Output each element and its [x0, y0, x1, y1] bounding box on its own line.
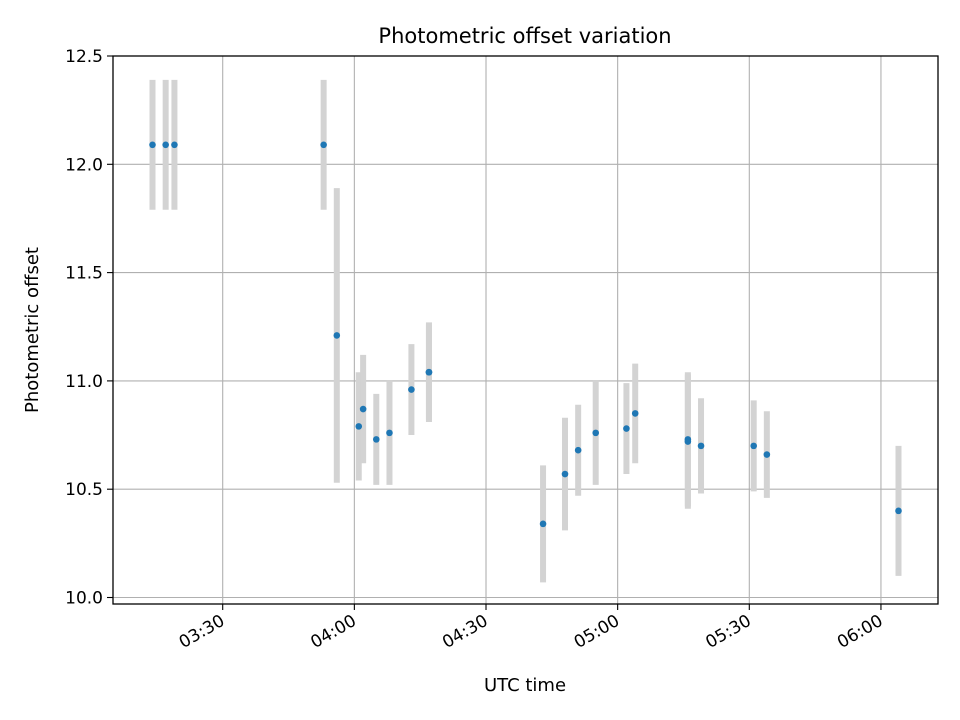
data-point	[539, 520, 547, 528]
y-axis-ticks: 10.0 10.5 11.0 11.5 12.0 12.5	[65, 47, 113, 609]
data-point	[372, 436, 380, 443]
data-point	[355, 423, 363, 430]
data-point	[408, 386, 415, 393]
y-tick-label: 11.0	[65, 372, 103, 392]
data-points	[149, 141, 902, 528]
y-tick-label: 10.0	[65, 589, 103, 609]
plot-frame	[112, 55, 939, 605]
data-point	[574, 446, 582, 454]
y-axis-label: Photometric offset	[22, 247, 43, 413]
x-tick-label: 05:00	[571, 611, 623, 653]
data-point	[697, 442, 705, 450]
data-point	[623, 425, 630, 432]
y-tick-label: 12.5	[65, 47, 103, 67]
data-point	[320, 141, 327, 149]
data-point	[149, 141, 156, 149]
data-point	[750, 442, 757, 450]
data-point	[359, 405, 367, 413]
data-point	[386, 429, 393, 437]
grid-lines	[113, 55, 938, 604]
data-point	[333, 332, 341, 339]
x-tick-label: 05:30	[702, 611, 754, 653]
x-tick-label: 03:30	[176, 611, 228, 653]
data-point	[684, 438, 692, 445]
error-bars	[149, 79, 902, 583]
data-point	[561, 470, 569, 478]
y-tick-label: 10.5	[65, 480, 103, 500]
data-point	[171, 141, 178, 149]
data-point	[162, 141, 169, 149]
data-point	[763, 451, 771, 458]
x-axis-ticks: 03:30 04:00 04:30 05:00 05:30 06:00	[176, 604, 886, 653]
y-tick-label: 12.0	[65, 155, 103, 175]
x-axis-label: UTC time	[484, 675, 566, 696]
x-tick-label: 06:00	[834, 611, 886, 653]
data-point	[425, 368, 433, 376]
data-point	[592, 429, 600, 437]
chart-title: Photometric offset variation	[378, 24, 671, 48]
data-point	[895, 507, 902, 515]
x-tick-label: 04:00	[307, 611, 359, 653]
y-tick-label: 11.5	[65, 264, 103, 284]
data-point	[631, 410, 639, 417]
x-tick-label: 04:30	[439, 611, 491, 653]
